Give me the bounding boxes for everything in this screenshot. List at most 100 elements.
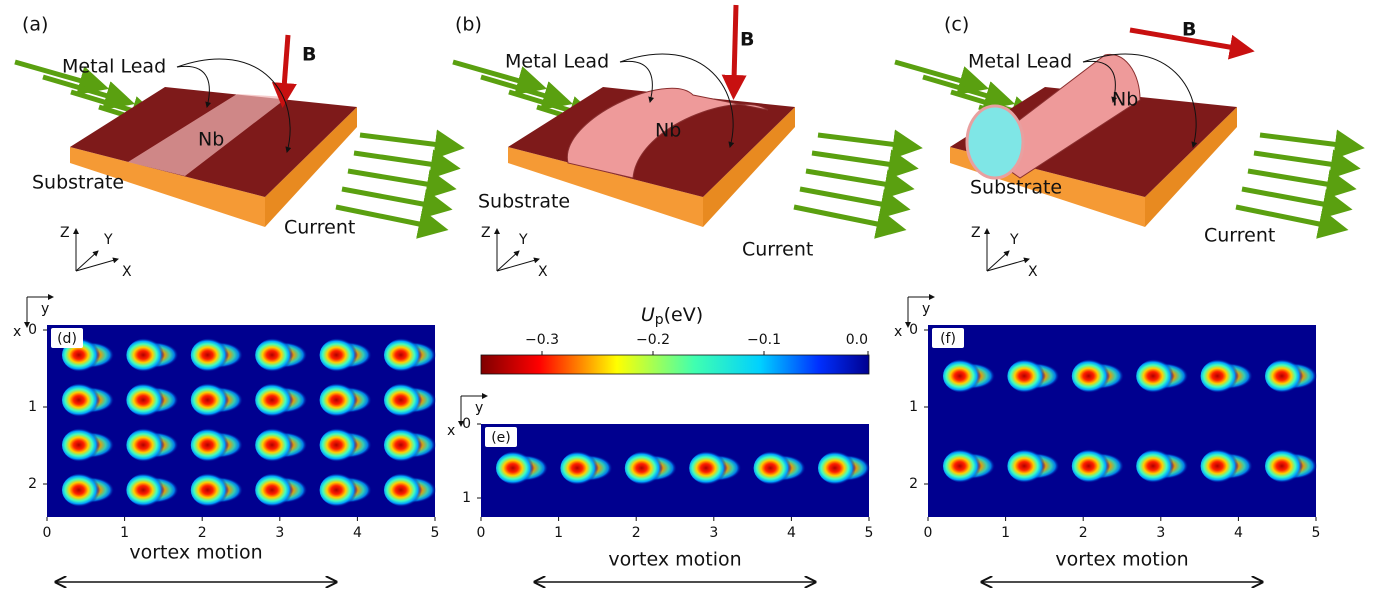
tick-label: 4 — [353, 525, 362, 541]
label: Metal Lead — [62, 56, 166, 78]
tick-label: 0 — [924, 525, 933, 541]
vortex — [255, 383, 297, 417]
label: (c) — [944, 14, 969, 36]
current-arrow — [1260, 135, 1340, 145]
vortex — [191, 383, 233, 417]
vortex — [62, 428, 104, 462]
current-arrow — [1248, 171, 1332, 185]
vortex — [62, 383, 104, 417]
vortex — [320, 473, 362, 507]
label: vortex motion — [1055, 549, 1188, 571]
vortex — [384, 383, 426, 417]
nb-film-opening — [967, 106, 1023, 178]
label: Nb — [655, 120, 681, 142]
tick-label: −0.1 — [747, 332, 781, 348]
tick-label: 0 — [462, 416, 471, 432]
label: B — [1182, 19, 1196, 41]
axis-label: Y — [518, 232, 528, 248]
label: x — [447, 423, 455, 439]
label: (e) — [491, 430, 511, 446]
tick-label: −0.2 — [636, 332, 670, 348]
vortex — [191, 338, 233, 372]
current-arrow — [354, 153, 436, 165]
vortex — [191, 473, 233, 507]
field-arrow — [284, 35, 288, 88]
vortex — [191, 428, 233, 462]
heatmap — [928, 325, 1316, 517]
colorbar-title-part: U — [641, 304, 655, 326]
label: y — [41, 301, 49, 317]
current-arrow — [1242, 189, 1328, 205]
tick-label: 3 — [709, 525, 718, 541]
tick-label: 5 — [865, 525, 874, 541]
vortex — [1136, 449, 1178, 483]
label: B — [740, 29, 754, 51]
label: vortex motion — [129, 542, 262, 564]
vortex — [384, 338, 426, 372]
label: Substrate — [32, 172, 124, 194]
label: Current — [742, 239, 813, 261]
label: (d) — [57, 331, 77, 347]
tick-label: −0.3 — [525, 332, 559, 348]
label: B — [302, 44, 316, 66]
current-arrow — [1236, 207, 1324, 225]
vortex — [1007, 449, 1049, 483]
current-arrow — [818, 135, 898, 145]
label: (f) — [940, 331, 956, 347]
axis-label: Y — [103, 232, 113, 248]
label: y — [922, 301, 930, 317]
current-arrow — [342, 189, 428, 205]
tick-label: 1 — [554, 525, 563, 541]
vortex — [689, 451, 731, 485]
vortex — [320, 338, 362, 372]
tick-label: 0.0 — [846, 332, 868, 348]
vortex — [560, 451, 602, 485]
vortex — [496, 451, 538, 485]
tick-label: 2 — [632, 525, 641, 541]
vortex — [126, 428, 168, 462]
vortex — [1072, 449, 1114, 483]
label: Nb — [198, 129, 224, 151]
vortex — [320, 383, 362, 417]
vortex — [943, 449, 985, 483]
vortex — [126, 383, 168, 417]
tick-label: 0 — [28, 322, 37, 338]
tick-label: 5 — [1312, 525, 1321, 541]
tick-label: 2 — [909, 476, 918, 492]
tick-label: 1 — [1001, 525, 1010, 541]
tick-label: 0 — [909, 322, 918, 338]
vortex — [625, 451, 667, 485]
tick-label: 4 — [1234, 525, 1243, 541]
vortex — [1072, 359, 1114, 393]
vortex — [62, 473, 104, 507]
vortex — [126, 473, 168, 507]
label: (b) — [455, 14, 482, 36]
vortex — [126, 338, 168, 372]
figure: (a)BMetal LeadNbSubstrateCurrentZYX(b)BM… — [0, 0, 1375, 593]
colorbar-title-part: p — [655, 312, 664, 328]
label: x — [894, 324, 902, 340]
vortex — [384, 428, 426, 462]
label: (a) — [22, 14, 48, 36]
label: Substrate — [970, 177, 1062, 199]
axis-label: X — [122, 264, 132, 280]
label: Substrate — [478, 191, 570, 213]
vortex — [255, 473, 297, 507]
current-arrow — [348, 171, 432, 185]
vortex — [255, 428, 297, 462]
vortex — [255, 338, 297, 372]
tick-label: 5 — [431, 525, 440, 541]
label: Nb — [1112, 89, 1138, 111]
current-arrow — [806, 171, 890, 185]
tick-label: 1 — [909, 399, 918, 415]
tick-label: 3 — [275, 525, 284, 541]
current-arrow — [794, 207, 882, 225]
tick-label: 3 — [1156, 525, 1165, 541]
colorbar-title-part: (eV) — [664, 304, 704, 326]
current-arrow — [812, 153, 894, 165]
vortex — [1265, 359, 1307, 393]
axis-label: Z — [971, 225, 981, 241]
field-arrow — [734, 5, 736, 80]
label: Current — [284, 217, 355, 239]
vortex — [943, 359, 985, 393]
